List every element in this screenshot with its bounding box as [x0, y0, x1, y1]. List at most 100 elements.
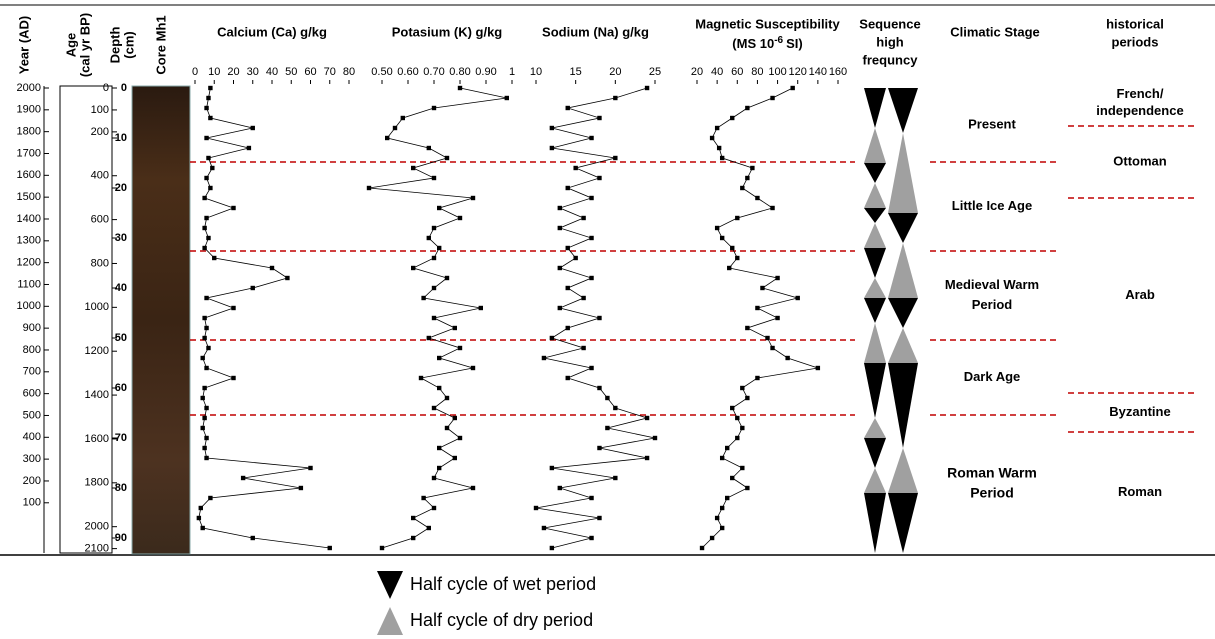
series-line [701, 87, 819, 549]
data-point [745, 175, 750, 181]
age-tick-label: 200 [91, 126, 109, 138]
data-point [204, 105, 209, 111]
year-tick-label: 1900 [17, 104, 41, 116]
data-point [212, 255, 217, 261]
year-tick-label: 700 [23, 366, 41, 378]
data-point [745, 325, 750, 331]
stage-name: Period [970, 485, 1014, 501]
half-cycle [888, 88, 918, 133]
data-point [452, 325, 457, 331]
data-point [644, 85, 650, 91]
data-point [597, 445, 602, 451]
data-point [770, 345, 775, 351]
depth-axis-title: (cm) [121, 31, 136, 58]
data-point [725, 445, 730, 451]
data-point [204, 435, 209, 441]
data-point [815, 365, 821, 371]
data-point [431, 255, 437, 261]
half-cycle [864, 468, 886, 493]
data-point [557, 225, 562, 231]
x-tick-label: 60 [304, 66, 316, 78]
data-point [250, 285, 255, 291]
series-line [198, 87, 330, 549]
data-point [250, 535, 255, 541]
year-axis-title: Year (AD) [16, 16, 31, 75]
core-image [131, 85, 191, 555]
data-point [411, 535, 416, 541]
depth-tick-label: 80 [115, 482, 127, 494]
data-point [202, 385, 207, 391]
data-point [202, 245, 207, 251]
x-tick-label: 60 [731, 66, 743, 78]
legend-label: Half cycle of dry period [410, 610, 593, 630]
data-point [770, 205, 775, 211]
data-point [714, 225, 720, 231]
age-axis-box [59, 85, 113, 554]
depth-tick-label: 90 [115, 532, 127, 544]
data-point [714, 125, 720, 131]
year-tick-label: 2000 [17, 82, 41, 94]
data-point [740, 425, 745, 431]
data-point [613, 475, 618, 481]
data-point [250, 125, 255, 131]
depth-tick-label: 10 [115, 132, 127, 144]
data-point [565, 105, 570, 111]
periods-title: historical [1106, 16, 1164, 31]
data-point [366, 185, 372, 191]
year-tick-label: 900 [23, 322, 41, 334]
data-point [269, 265, 275, 271]
x-tick-label: 40 [266, 66, 278, 78]
half-cycle [864, 298, 886, 323]
legend-label: Half cycle of wet period [410, 574, 596, 594]
data-point [457, 345, 463, 351]
data-point [719, 505, 725, 511]
data-point [613, 155, 618, 161]
data-point [470, 485, 476, 491]
data-point [581, 345, 586, 351]
half-cycle [864, 163, 886, 183]
year-tick-label: 1100 [17, 278, 41, 290]
period-name: Byzantine [1109, 404, 1170, 419]
half-cycle [864, 88, 886, 128]
data-point [392, 125, 398, 131]
data-point [327, 545, 332, 551]
stage-name: Period [972, 297, 1013, 312]
half-cycle [888, 243, 918, 298]
half-cycle [888, 133, 918, 213]
series-title: Magnetic Susceptibility [695, 16, 840, 31]
data-point [730, 475, 735, 481]
data-point [597, 175, 602, 181]
half-cycle [864, 223, 886, 248]
half-cycle [864, 248, 886, 278]
data-point [204, 215, 209, 221]
data-point [204, 325, 209, 331]
period-name: independence [1096, 103, 1183, 118]
year-tick-label: 800 [23, 344, 41, 356]
data-point [437, 355, 442, 361]
age-tick-label: 800 [91, 257, 109, 269]
data-point [709, 135, 715, 141]
x-tick-label: 140 [809, 66, 827, 78]
data-point [565, 285, 570, 291]
half-cycle [888, 298, 918, 328]
series-title: Calcium (Ca) g/kg [217, 24, 327, 39]
data-point [573, 255, 578, 261]
data-point [719, 455, 725, 461]
x-tick-label: 40 [711, 66, 723, 78]
data-point [745, 485, 750, 491]
half-cycle [864, 128, 886, 163]
data-point [755, 305, 760, 311]
data-point [246, 145, 252, 151]
age-tick-label: 1600 [85, 433, 109, 445]
data-point [208, 185, 213, 191]
year-tick-label: 1400 [17, 213, 41, 225]
data-point [231, 205, 236, 211]
data-point [426, 145, 431, 151]
data-point [549, 545, 555, 551]
x-tick-label: 80 [751, 66, 763, 78]
data-point [231, 375, 236, 381]
data-point [740, 385, 745, 391]
data-point [457, 215, 463, 221]
data-point [204, 135, 209, 141]
data-point [730, 115, 735, 121]
